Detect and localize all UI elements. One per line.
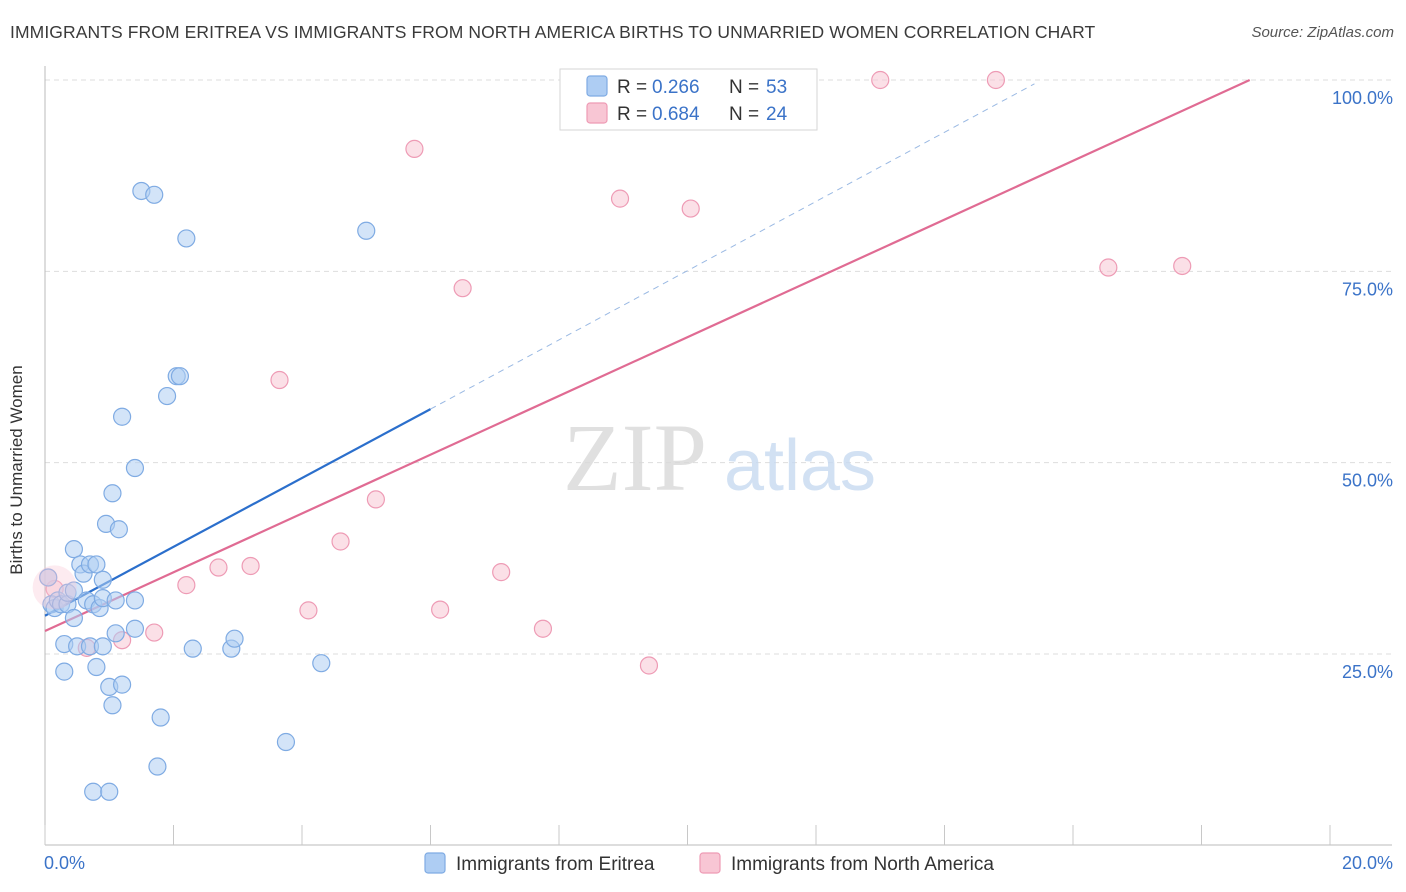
north-america-point bbox=[453, 279, 472, 298]
legend-n-label: N = bbox=[729, 104, 759, 125]
eritrea-point bbox=[125, 458, 145, 478]
eritrea-point bbox=[84, 782, 103, 801]
y-tick-label: 50.0% bbox=[1342, 471, 1393, 491]
eritrea-point bbox=[112, 407, 132, 426]
y-tick-label: 75.0% bbox=[1342, 279, 1393, 299]
legend-r-value: 0.684 bbox=[652, 104, 700, 125]
eritrea-point bbox=[125, 619, 145, 638]
axes bbox=[44, 66, 1392, 846]
watermark: ZIP atlas bbox=[563, 404, 876, 511]
bottom-legend-eritrea-swatch bbox=[424, 852, 446, 874]
eritrea-point bbox=[183, 639, 202, 658]
eritrea-point bbox=[112, 675, 132, 694]
north-america-point bbox=[492, 563, 511, 582]
eritrea-point bbox=[64, 581, 84, 600]
eritrea-point bbox=[64, 540, 84, 559]
legend-swatch-eritrea bbox=[586, 75, 608, 97]
eritrea-point bbox=[157, 386, 177, 406]
north-america-point bbox=[299, 601, 318, 620]
source-label: Source: ZipAtlas.com bbox=[1251, 24, 1394, 41]
north-america-trend-line bbox=[44, 78, 1251, 633]
eritrea-point bbox=[170, 367, 190, 386]
chart-title: IMMIGRANTS FROM ERITREA VS IMMIGRANTS FR… bbox=[10, 22, 1096, 42]
eritrea-point bbox=[100, 782, 119, 801]
north-america-point bbox=[145, 623, 164, 642]
eritrea-point bbox=[39, 568, 58, 587]
north-america-point bbox=[431, 600, 450, 619]
north-america-point bbox=[1099, 258, 1118, 277]
legend-r-value: 0.266 bbox=[652, 77, 700, 98]
legend-n-label: N = bbox=[729, 77, 759, 98]
eritrea-point bbox=[93, 637, 112, 656]
north-america-point bbox=[270, 370, 289, 390]
eritrea-point bbox=[357, 221, 376, 240]
legend-r-label: R = bbox=[617, 104, 647, 125]
north-america-point bbox=[405, 139, 424, 158]
north-america-point bbox=[331, 532, 350, 551]
data-points bbox=[32, 70, 1192, 801]
eritrea-point bbox=[103, 696, 122, 715]
north-america-point bbox=[639, 656, 659, 675]
north-america-point bbox=[610, 189, 630, 208]
bottom-legend: Immigrants from Eritrea Immigrants from N… bbox=[424, 852, 994, 875]
eritrea-point bbox=[109, 520, 128, 539]
watermark-atlas: atlas bbox=[724, 426, 876, 506]
north-america-point bbox=[986, 70, 1006, 90]
y-tick-label: 100.0% bbox=[1332, 88, 1393, 108]
eritrea-point bbox=[225, 629, 244, 648]
tick-labels: 25.0% 50.0% 75.0% 100.0% 0.0% 20.0% bbox=[44, 88, 1393, 873]
eritrea-point bbox=[276, 732, 296, 752]
eritrea-point bbox=[145, 185, 164, 204]
legend-n-value: 24 bbox=[766, 104, 788, 125]
bottom-legend-north-america-swatch bbox=[699, 852, 721, 874]
eritrea-point bbox=[125, 591, 145, 610]
bottom-legend-eritrea-label: Immigrants from Eritrea bbox=[456, 854, 655, 875]
north-america-point bbox=[209, 558, 228, 577]
north-america-point bbox=[241, 556, 260, 576]
eritrea-point bbox=[55, 662, 74, 681]
legend-n-value: 53 bbox=[766, 77, 787, 98]
eritrea-point bbox=[148, 757, 167, 776]
eritrea-point bbox=[151, 708, 170, 727]
eritrea-point bbox=[177, 229, 196, 248]
eritrea-point bbox=[106, 591, 125, 610]
north-america-cluster-point bbox=[32, 565, 77, 610]
bottom-legend-north-america-label: Immigrants from North America bbox=[731, 854, 994, 875]
eritrea-point bbox=[64, 608, 84, 628]
legend-r-label: R = bbox=[617, 77, 647, 98]
north-america-point bbox=[366, 490, 385, 509]
eritrea-point bbox=[87, 657, 106, 677]
north-america-point bbox=[177, 576, 196, 595]
eritrea-point bbox=[87, 555, 106, 574]
legend-box: R = 0.266 N = 53 R = 0.684 N = 24 bbox=[559, 68, 818, 131]
watermark-zip: ZIP bbox=[563, 404, 707, 511]
eritrea-point bbox=[103, 484, 122, 503]
eritrea-point bbox=[312, 654, 331, 673]
x-tick-label: 20.0% bbox=[1342, 853, 1393, 873]
legend-swatch-north-america bbox=[586, 102, 608, 124]
x-tick-label: 0.0% bbox=[44, 853, 85, 873]
eritrea-point bbox=[106, 624, 125, 643]
north-america-point bbox=[681, 199, 700, 218]
y-tick-label: 25.0% bbox=[1342, 662, 1393, 682]
eritrea-trend-extension bbox=[430, 83, 1035, 410]
north-america-point bbox=[1173, 256, 1192, 276]
north-america-point bbox=[533, 619, 553, 638]
eritrea-point bbox=[93, 570, 112, 589]
north-america-point bbox=[871, 70, 890, 90]
trend-lines bbox=[44, 78, 1251, 633]
